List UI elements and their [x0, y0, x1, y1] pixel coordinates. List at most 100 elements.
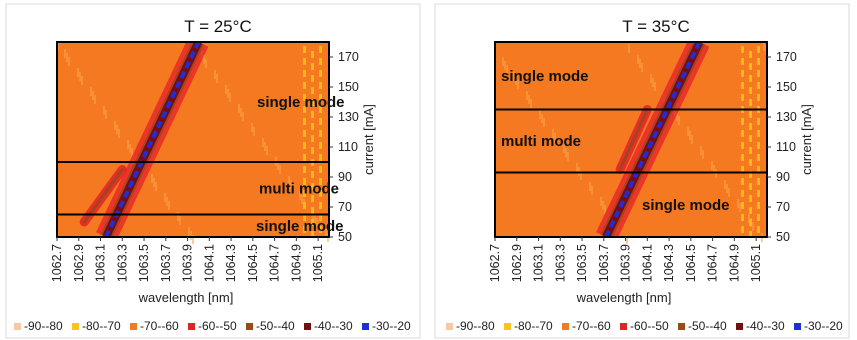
legend-1: -90--80 -80--70 -70--60 -60--50 -50--40 -40--…	[14, 319, 411, 333]
x-tick-label: 1064.5	[684, 244, 698, 282]
mode-region-box	[56, 213, 330, 238]
y-axis-label: current [mA]	[799, 104, 814, 175]
fringe-mark	[319, 166, 322, 173]
fringe-mark	[303, 166, 306, 173]
fringe-mark	[303, 94, 306, 101]
fringe-mark	[303, 190, 306, 197]
noise-mark	[240, 108, 242, 117]
fringe-mark	[319, 106, 322, 113]
y-tick-label: 110	[776, 140, 796, 154]
fringe-mark	[757, 142, 760, 149]
noise-mark	[726, 184, 728, 193]
fringe-mark	[311, 111, 314, 118]
noise-mark	[576, 163, 578, 172]
noise-mark	[728, 188, 730, 197]
legend-swatch	[504, 323, 511, 330]
fringe-mark	[749, 63, 752, 70]
fringe-mark	[303, 70, 306, 77]
fringe-mark	[741, 166, 744, 173]
legend-label: -60--50	[198, 319, 237, 333]
mode-region-label: single mode	[257, 94, 345, 111]
fringe-mark	[749, 135, 752, 142]
y-tick-label: 150	[338, 80, 359, 94]
noise-mark	[602, 201, 604, 210]
legend-swatch	[304, 323, 311, 330]
noise-mark	[678, 116, 680, 125]
x-tick-label: 1063.5	[575, 244, 589, 282]
noise-mark	[591, 186, 593, 195]
noise-mark	[637, 55, 639, 64]
fringe-mark	[311, 51, 314, 58]
noise-mark	[238, 104, 240, 113]
fringe-mark	[303, 118, 306, 125]
noise-mark	[179, 216, 181, 225]
fringe-mark	[303, 142, 306, 149]
y-tick-label: 150	[776, 80, 797, 94]
noise-mark	[262, 138, 264, 147]
noise-mark	[513, 72, 515, 81]
fringe-mark	[749, 171, 752, 178]
legend-label: -80--70	[82, 319, 121, 333]
fringe-mark	[319, 226, 322, 233]
fringe-mark	[311, 75, 314, 82]
fringe-mark	[303, 178, 306, 185]
noise-mark	[763, 42, 765, 51]
noise-mark	[131, 148, 133, 157]
legend-label: -30--20	[372, 319, 411, 333]
x-tick-label: 1064.7	[706, 244, 720, 282]
fringe-mark	[311, 207, 314, 214]
x-tick-label: 1063.1	[94, 244, 108, 282]
noise-mark	[711, 161, 713, 170]
legend-swatch	[620, 323, 627, 330]
fringe-mark	[741, 82, 744, 89]
noise-mark	[266, 146, 268, 155]
noise-mark	[153, 178, 155, 187]
fringe-mark	[749, 99, 752, 106]
fringe-mark	[741, 70, 744, 77]
fringe-mark	[303, 214, 306, 221]
mode-region-label: single mode	[256, 218, 344, 235]
x-axis-label: wavelength [nm]	[576, 290, 672, 305]
x-tick-label: 1062.9	[72, 244, 86, 282]
noise-mark	[676, 112, 678, 121]
mode-region-label: single mode	[642, 197, 730, 214]
noise-mark	[166, 197, 168, 206]
side-mode-core	[618, 108, 649, 171]
noise-mark	[639, 59, 641, 68]
fringe-mark	[303, 58, 306, 65]
fringe-mark	[311, 183, 314, 190]
noise-mark	[515, 76, 517, 85]
fringe-mark	[303, 202, 306, 209]
noise-mark	[155, 182, 157, 191]
side-mode-core	[82, 168, 124, 224]
noise-mark	[628, 44, 630, 53]
noise-mark	[225, 85, 227, 94]
fringe-mark	[319, 202, 322, 209]
noise-mark	[94, 95, 96, 104]
legend-swatch	[562, 323, 569, 330]
y-tick-label: 50	[776, 230, 790, 244]
fringe-mark	[303, 82, 306, 89]
fringe-mark	[741, 46, 744, 53]
fringe-mark	[749, 51, 752, 58]
fringe-mark	[319, 214, 322, 221]
noise-mark	[118, 129, 120, 138]
main-mode-peak	[104, 42, 201, 237]
x-tick-label: 1062.7	[50, 244, 64, 282]
fringe-mark	[749, 219, 752, 226]
legend-label: -90--80	[456, 319, 495, 333]
noise-mark	[654, 82, 656, 91]
fringe-mark	[749, 87, 752, 94]
noise-mark	[650, 74, 652, 83]
noise-mark	[314, 214, 316, 223]
legend-label: -70--60	[572, 319, 611, 333]
legend-swatch	[130, 323, 137, 330]
fringe-mark	[319, 70, 322, 77]
noise-mark	[288, 176, 290, 185]
y-tick-label: 90	[338, 170, 352, 184]
noise-mark	[702, 150, 704, 159]
x-tick-label: 1063.7	[597, 244, 611, 282]
noise-mark	[114, 121, 116, 130]
fringe-mark	[741, 226, 744, 233]
noise-mark	[299, 191, 301, 200]
